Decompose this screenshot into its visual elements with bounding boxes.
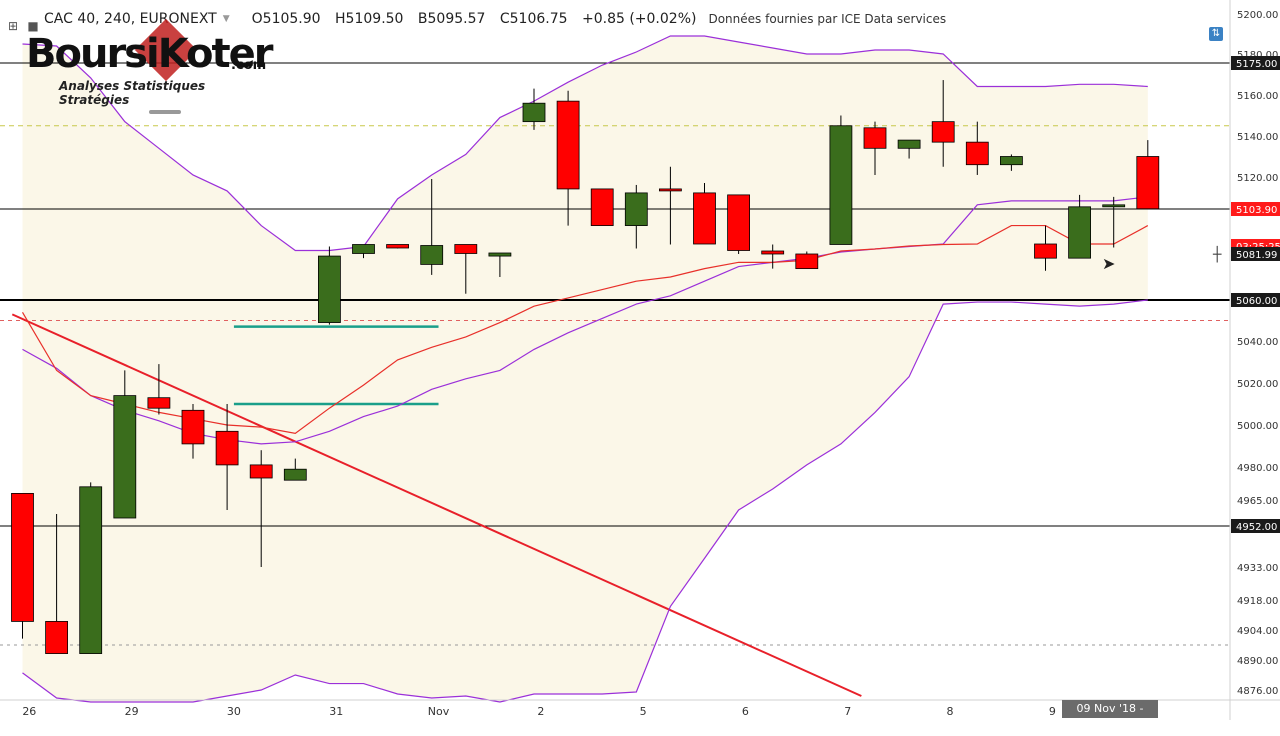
candle-body[interactable] <box>1000 156 1023 166</box>
price-label: 5081.99 <box>1236 250 1277 261</box>
logo-divider <box>149 110 181 114</box>
candle-body[interactable] <box>693 192 716 245</box>
crosshair-add-icon[interactable]: ┼ <box>1213 247 1222 263</box>
candle-body[interactable] <box>386 244 410 249</box>
y-tick-label: 5140.00 <box>1237 132 1278 143</box>
y-tick-label: 5000.00 <box>1237 421 1278 432</box>
y-tick-label: 4965.00 <box>1237 496 1278 507</box>
candle-body[interactable] <box>1136 156 1160 210</box>
data-provider-label: Données fournies par ICE Data services <box>708 12 947 26</box>
price-label-box <box>1231 293 1280 307</box>
close-value: C5106.75 <box>499 11 568 27</box>
candle-body[interactable] <box>45 621 68 654</box>
price-label: 5175.00 <box>1236 59 1277 70</box>
y-tick-label: 5120.00 <box>1237 173 1278 184</box>
moving-average-line <box>21 224 1149 435</box>
candle-body[interactable] <box>181 409 205 445</box>
x-tick-label: 6 <box>742 705 749 718</box>
high-value: H5109.50 <box>335 11 404 27</box>
candle-body[interactable] <box>795 253 819 270</box>
x-tick-label: 8 <box>947 705 954 718</box>
candle-body[interactable] <box>420 245 444 265</box>
y-tick-label: 5160.00 <box>1237 91 1278 102</box>
flag-icon[interactable]: ⇅ <box>1209 27 1223 41</box>
plus-square-icon[interactable]: ⊞ <box>7 19 19 33</box>
candle-body[interactable] <box>317 255 341 323</box>
logo-tagline: Analyses Statistiques Stratégies <box>59 79 206 107</box>
x-tick-label: Nov <box>428 705 450 718</box>
price-label: 4952.00 <box>1236 522 1277 533</box>
x-tick-label: 26 <box>22 705 36 718</box>
logo-text: BoursiKoter <box>26 31 273 77</box>
mouse-cursor-icon: ➤ <box>1102 254 1116 273</box>
x-tick-label: 7 <box>844 705 851 718</box>
y-tick-label: 4933.00 <box>1237 563 1278 574</box>
candle-body[interactable] <box>863 127 887 149</box>
brand-logo: BoursiKoter .com Analyses Statistiques S… <box>26 18 273 114</box>
x-tick-label: 30 <box>227 705 241 718</box>
candle-body[interactable] <box>215 430 239 466</box>
y-tick-label: 4890.00 <box>1237 656 1278 667</box>
y-tick-label: 4980.00 <box>1237 463 1278 474</box>
candle-body[interactable] <box>1068 206 1091 259</box>
y-tick-label: 5020.00 <box>1237 379 1278 390</box>
price-chart[interactable]: 5200.005180.005160.005140.005120.005102.… <box>0 0 1280 720</box>
price-label-box <box>1231 202 1280 216</box>
price-label-box <box>1231 519 1280 533</box>
bollinger-band-fill <box>22 36 1148 702</box>
low-value: B5095.57 <box>417 11 486 27</box>
candle-body[interactable] <box>79 486 103 654</box>
change-value: +0.85 (+0.02%) <box>581 11 697 27</box>
candle-body[interactable] <box>931 121 955 143</box>
price-axis <box>1230 0 1280 720</box>
candle-body[interactable] <box>522 102 546 123</box>
square-icon[interactable]: ■ <box>27 19 39 33</box>
candle-body[interactable] <box>965 141 989 166</box>
x-tick-label: 31 <box>329 705 343 718</box>
candle-body[interactable] <box>488 252 512 257</box>
candle-body[interactable] <box>352 244 375 254</box>
price-label: 5103.90 <box>1236 205 1277 216</box>
candle-body[interactable] <box>659 188 682 192</box>
x-tick-label: 5 <box>640 705 647 718</box>
candle-body[interactable] <box>113 395 137 519</box>
y-tick-label: 5040.00 <box>1237 337 1278 348</box>
candle-body[interactable] <box>283 468 307 481</box>
candle-body[interactable] <box>624 192 648 226</box>
candle-body[interactable] <box>897 139 921 149</box>
y-tick-label: 4876.00 <box>1237 686 1278 697</box>
candle-body[interactable] <box>454 244 478 254</box>
open-value: O5105.90 <box>251 11 321 27</box>
chevron-down-icon[interactable]: ▼ <box>222 14 230 24</box>
price-label-box <box>1231 56 1280 70</box>
price-label: 5060.00 <box>1236 296 1277 307</box>
ohlc-values: O5105.90 H5109.50 B5095.57 C5106.75 +0.8… <box>252 11 707 27</box>
y-tick-label: 5200.00 <box>1237 10 1278 21</box>
candle-body[interactable] <box>829 125 853 245</box>
y-tick-label: 4918.00 <box>1237 596 1278 607</box>
chart-header: ⊞ ■ CAC 40, 240, EURONEXT ▼ O5105.90 H51… <box>0 9 947 33</box>
bollinger-upper-line <box>22 35 1148 252</box>
candle-body[interactable] <box>761 250 785 255</box>
bollinger-middle-line <box>22 196 1148 445</box>
x-tick-label: 9 <box>1049 705 1056 718</box>
x-tick-label: 2 <box>537 705 544 718</box>
candle-body[interactable] <box>249 464 273 479</box>
candle-body[interactable] <box>147 397 171 409</box>
y-tick-label: 5180.00 <box>1237 50 1278 61</box>
candle-body[interactable] <box>11 492 34 622</box>
symbol-label[interactable]: CAC 40, 240, EURONEXT <box>44 11 217 27</box>
candle-body[interactable] <box>590 188 614 226</box>
price-label-box <box>1231 247 1280 261</box>
logo-domain: .com <box>231 58 267 73</box>
candle-body[interactable] <box>1102 204 1126 208</box>
crosshair-time-badge: 09 Nov '18 - 17:00 <box>1062 700 1158 733</box>
y-tick-label: 4904.00 <box>1237 626 1278 637</box>
x-tick-label: 29 <box>125 705 139 718</box>
candle-body[interactable] <box>727 194 750 251</box>
bollinger-lower-line <box>22 299 1148 703</box>
trendline[interactable] <box>11 313 862 697</box>
candle-body[interactable] <box>556 100 580 190</box>
candle-body[interactable] <box>1034 243 1057 259</box>
